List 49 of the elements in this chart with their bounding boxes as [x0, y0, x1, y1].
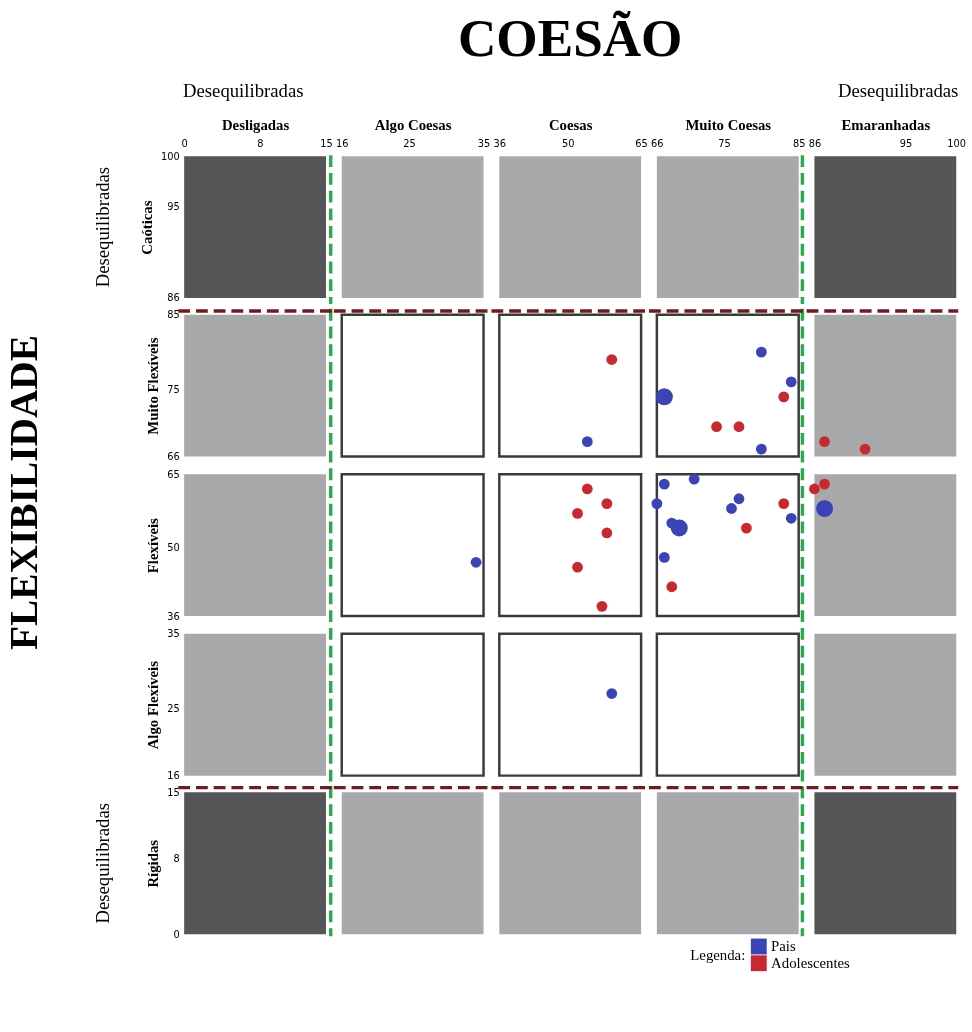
text: Desequilibradas	[837, 80, 959, 102]
x-tick-label: 85	[792, 137, 806, 149]
y-axis-title: Caóticas	[139, 200, 156, 255]
y-tick-label: 100	[160, 150, 180, 162]
y-tick-label: 66	[167, 451, 180, 462]
y-axis-title: Rígidas	[145, 839, 162, 888]
y-tick-label: 35	[167, 628, 180, 640]
x-axis-title: Desligadas	[221, 117, 290, 134]
y-tick-label: 15	[167, 786, 180, 798]
y-tick-label: 65	[167, 468, 180, 480]
x-tick-label: 86	[808, 137, 822, 149]
y-tick-label: 85	[167, 309, 180, 321]
x-axis-title: Muito Coesas	[685, 117, 772, 134]
legend-label: Adolescentes	[771, 955, 851, 972]
y-tick-label: 75	[167, 383, 180, 395]
x-tick-label: 15	[320, 137, 333, 149]
y-tick-label: 95	[167, 201, 180, 213]
x-tick-label: 16	[335, 137, 349, 149]
y-tick-label: 86	[167, 292, 180, 304]
legend-label: Pais	[771, 938, 796, 955]
legend-title: Legenda:	[690, 946, 746, 963]
x-axis-title: Coesas	[548, 117, 593, 134]
x-tick-label: 75	[718, 137, 731, 149]
x-tick-label: 36	[493, 137, 507, 149]
y-tick-label: 36	[167, 610, 180, 622]
text: FLEXIBILIDADE	[2, 334, 47, 651]
y-tick-label: 50	[167, 542, 180, 554]
text: Desequilibradas	[92, 803, 114, 924]
x-tick-label: 50	[561, 137, 575, 149]
x-tick-label: 0	[181, 137, 188, 149]
y-axis-title: Flexíveis	[145, 517, 162, 574]
text: Desequilibradas	[92, 166, 114, 288]
text: Desequilibradas	[183, 80, 304, 102]
y-tick-label: 25	[167, 702, 180, 714]
x-axis-title: Emaranhadas	[841, 117, 931, 134]
y-tick-label: 16	[167, 770, 180, 782]
text: COESÃO	[457, 8, 683, 68]
x-tick-label: 95	[899, 137, 913, 149]
x-tick-label: 66	[651, 137, 664, 149]
y-axis-title: Muito Flexíveis	[145, 337, 162, 435]
x-tick-label: 8	[257, 137, 264, 149]
x-tick-label: 100	[947, 137, 967, 149]
y-tick-label: 0	[173, 928, 180, 940]
y-tick-label: 8	[173, 853, 180, 864]
x-axis-title: Algo Coesas	[374, 117, 452, 134]
x-tick-label: 25	[403, 137, 416, 149]
x-tick-label: 65	[635, 137, 648, 149]
x-tick-label: 35	[477, 137, 491, 149]
y-axis-title: Algo Flexíveis	[145, 660, 162, 750]
